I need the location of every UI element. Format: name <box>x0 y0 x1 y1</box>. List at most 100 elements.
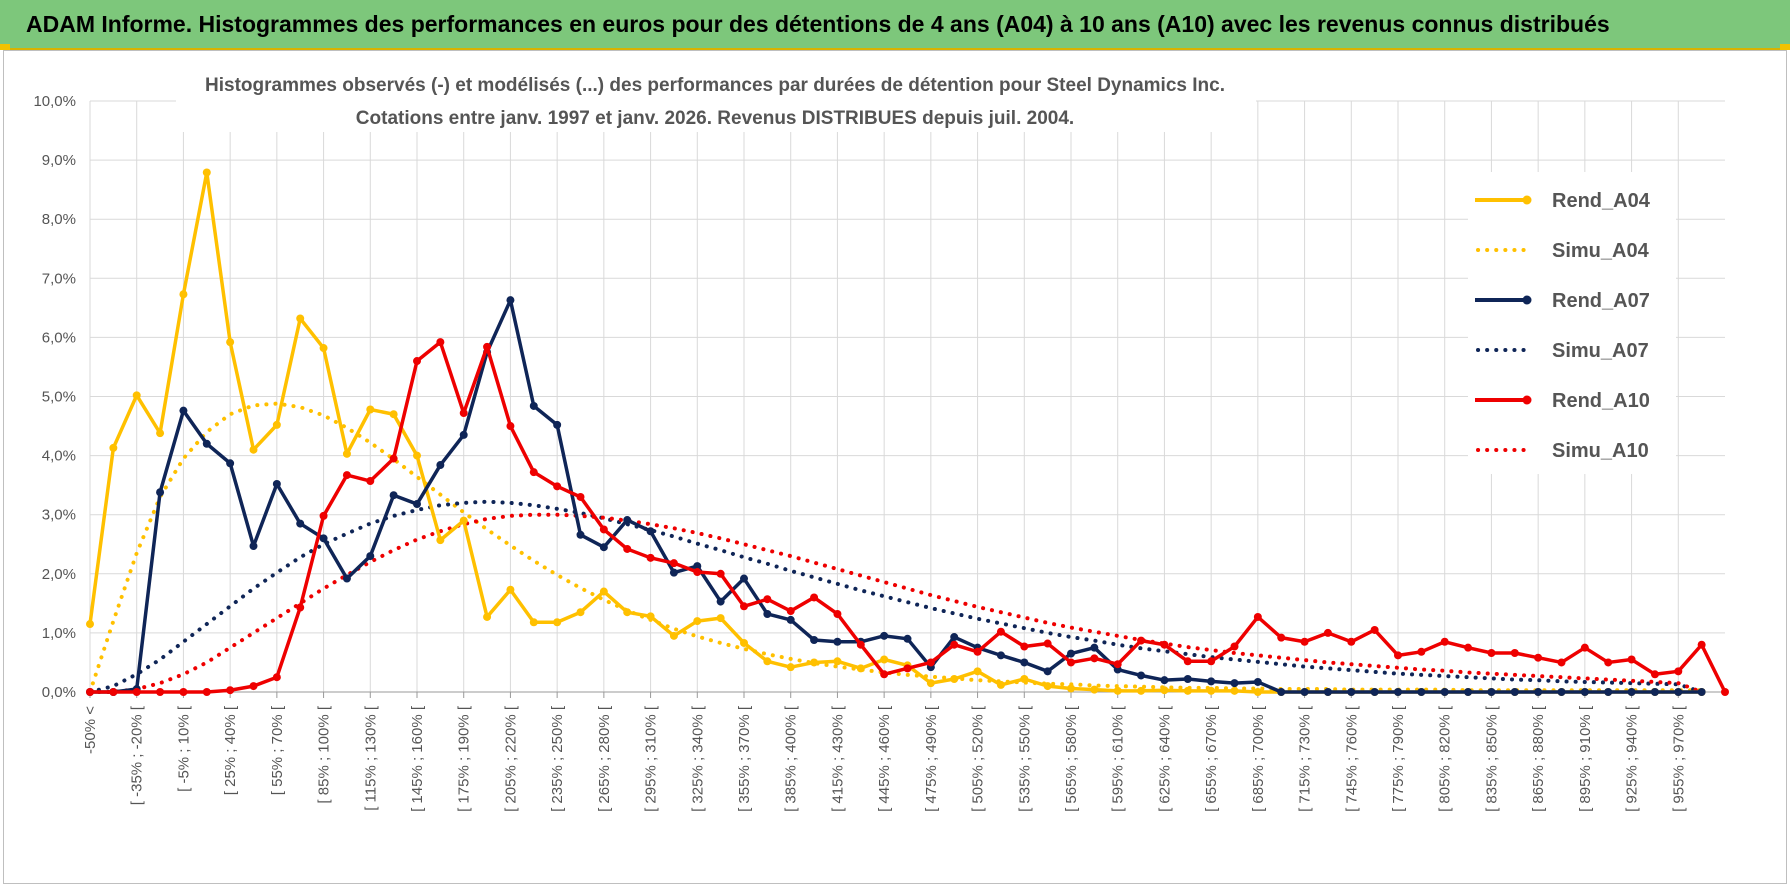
series-rend-a07-point <box>810 635 819 644</box>
series-rend-a10-point <box>926 658 935 667</box>
series-rend-a07-point <box>459 430 468 439</box>
series-rend-a07-point <box>1370 688 1379 696</box>
series-rend-a10-point <box>296 603 305 612</box>
series-rend-a04-point <box>226 338 235 347</box>
series-rend-a10-point <box>413 357 421 366</box>
series-rend-a10-point <box>1510 648 1519 657</box>
chart-subtitle: Cotations entre janv. 1997 et janv. 2026… <box>356 108 1074 129</box>
series-rend-a10-point <box>786 607 795 616</box>
y-tick-label: 1,0% <box>42 625 76 642</box>
series-rend-a07-point <box>996 651 1005 660</box>
x-tick-label: [ 505% ; 520% [ <box>970 705 987 812</box>
series-rend-a10-point <box>716 569 725 578</box>
legend-marker-rend-a07 <box>1522 295 1532 305</box>
x-tick-label: [ 595% ; 610% [ <box>1110 705 1127 812</box>
x-tick-label: [ 175% ; 190% [ <box>456 705 473 812</box>
series-rend-a07-point <box>763 609 772 618</box>
series-rend-a10-point <box>623 544 632 553</box>
series-rend-a07-point <box>296 519 305 528</box>
series-rend-a04-point <box>202 168 211 177</box>
series-rend-a10-point <box>483 342 492 351</box>
x-tick-label: [ 385% ; 400% [ <box>783 705 800 812</box>
series-rend-a10-point <box>1020 642 1029 651</box>
title-background <box>176 64 1256 132</box>
x-tick-label: [ 955% ; 970% [ <box>1670 705 1687 812</box>
legend-marker-rend-a04 <box>1522 195 1532 205</box>
series-rend-a04-point <box>459 516 468 525</box>
header-bar: ADAM Informe. Histogrammes des performan… <box>0 0 1790 50</box>
series-rend-a10-point <box>1067 658 1075 667</box>
series-rend-a10-point <box>599 525 608 534</box>
series-rend-a10-point <box>389 454 398 463</box>
series-rend-a04-point <box>880 655 889 664</box>
series-rend-a04-point <box>553 618 562 627</box>
series-rend-a07-point <box>319 534 328 543</box>
series-rend-a10-point <box>1160 640 1169 649</box>
y-tick-label: 10,0% <box>33 93 76 110</box>
series-rend-a10-point <box>950 640 959 649</box>
series-rend-a07-point <box>669 568 678 577</box>
series-rend-a07-point <box>1417 688 1426 696</box>
series-rend-a04-point <box>296 314 305 323</box>
legend-background <box>1468 172 1676 474</box>
series-rend-a04-point <box>529 618 538 627</box>
series-rend-a04-point <box>1230 686 1239 695</box>
series-rend-a10-point <box>1487 648 1496 657</box>
series-rend-a07-point <box>1067 649 1075 658</box>
series-rend-a07-point <box>342 574 351 583</box>
series-rend-a10-point <box>1534 653 1543 662</box>
series-rend-a07-line <box>90 298 1702 694</box>
series-rend-a04-point <box>1067 684 1075 693</box>
series-rend-a07-point <box>1440 688 1449 696</box>
series-rend-a07-point <box>950 633 959 642</box>
series-rend-a07-point <box>1230 679 1239 688</box>
series-rend-a07-point <box>1487 688 1496 696</box>
series-rend-a07-point <box>1183 674 1192 683</box>
x-tick-label: [ 145% ; 160% [ <box>409 705 426 812</box>
series-rend-a04-point <box>132 391 141 400</box>
series-rend-a07-point <box>1207 677 1216 686</box>
y-tick-label: 3,0% <box>42 507 76 524</box>
x-tick-label: [ 355% ; 370% [ <box>736 705 753 812</box>
series-rend-a07-point <box>1277 688 1286 696</box>
x-tick-label: [ 865% ; 880% [ <box>1530 705 1547 812</box>
series-rend-a10-point <box>272 673 281 682</box>
series-rend-a07-point <box>413 500 421 509</box>
series-rend-a04-point <box>740 638 748 647</box>
series-rend-a07-point <box>272 479 281 488</box>
series-rend-a07-point <box>202 439 211 448</box>
x-tick-label: [ 715% ; 730% [ <box>1297 705 1314 812</box>
series-rend-a04-point <box>1020 674 1029 683</box>
y-tick-label: 5,0% <box>42 389 76 406</box>
series-rend-a04-point <box>1253 688 1262 696</box>
series-rend-a10-point <box>1557 658 1566 667</box>
series-rend-a10-point <box>856 640 865 649</box>
x-tick-label: [ 685% ; 700% [ <box>1250 705 1267 812</box>
series-rend-a10-point <box>1183 657 1192 666</box>
legend-label: Simu_A04 <box>1552 240 1650 262</box>
series-rend-a04-point <box>506 585 515 594</box>
series-rend-a10-point <box>880 670 889 679</box>
series-rend-a07-point <box>623 516 632 525</box>
series-rend-a10-point <box>1043 639 1052 648</box>
series-rend-a07-point <box>1580 688 1589 696</box>
series-rend-a04-point <box>786 663 795 672</box>
series-rend-a10-point <box>132 688 141 696</box>
series-rend-a04-point <box>86 620 94 629</box>
series-rend-a10-point <box>903 664 912 673</box>
x-tick-label: [ 565% ; 580% [ <box>1063 705 1080 812</box>
y-tick-label: 8,0% <box>42 211 76 228</box>
series-rend-a10-point <box>1277 633 1286 642</box>
series-rend-a04-point <box>576 608 585 617</box>
x-tick-label: [ 265% ; 280% [ <box>596 705 613 812</box>
series-rend-a04-point <box>1160 686 1169 695</box>
x-tick-label: [ 205% ; 220% [ <box>502 705 519 812</box>
series-rend-a10-point <box>342 471 351 480</box>
series-rend-a10-point <box>1137 636 1146 645</box>
series-rend-a04-point <box>1207 686 1216 695</box>
page-title: ADAM Informe. Histogrammes des performan… <box>26 11 1610 37</box>
series-rend-a10-point <box>1370 625 1379 634</box>
series-rend-a07-point <box>389 491 398 500</box>
series-rend-a07-point <box>576 530 585 539</box>
series-rend-a04-point <box>389 410 398 419</box>
